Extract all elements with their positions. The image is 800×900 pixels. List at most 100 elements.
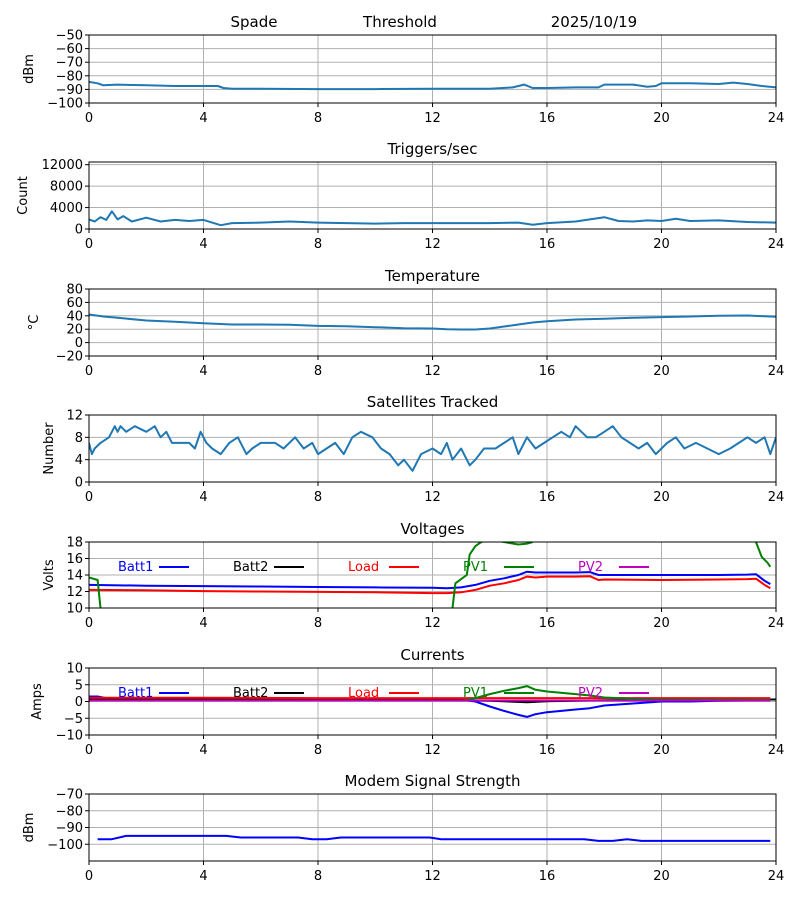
- y-tick-label: 5: [75, 678, 83, 693]
- y-tick-label: −60: [56, 42, 83, 57]
- x-tick-label: 8: [314, 237, 322, 252]
- x-tick-label: 4: [199, 364, 207, 379]
- y-tick-label: −90: [56, 83, 83, 98]
- x-tick-label: 0: [85, 869, 93, 884]
- x-tick-label: 12: [424, 743, 441, 758]
- x-tick-label: 8: [314, 490, 322, 505]
- y-tick-label: −100: [47, 838, 83, 853]
- x-tick-label: 8: [314, 364, 322, 379]
- y-axis-label: dBm: [22, 813, 37, 843]
- x-tick-label: 24: [768, 364, 785, 379]
- x-tick-label: 12: [424, 616, 441, 631]
- series-group: [89, 313, 776, 331]
- x-tick-label: 20: [653, 364, 670, 379]
- y-tick-label: 0: [75, 695, 83, 710]
- y-axis-label: Count: [16, 176, 31, 215]
- x-tick-label: 20: [653, 869, 670, 884]
- x-tick-label: 8: [314, 869, 322, 884]
- y-tick-label: 8: [75, 431, 83, 446]
- x-tick-label: 20: [653, 237, 670, 252]
- panels: 0 4 8 12 16 20 24−100−90−80−70−60−50dBmTrigger…: [16, 29, 784, 885]
- x-tick-label: 0: [85, 743, 93, 758]
- y-tick-label: −20: [56, 350, 83, 365]
- y-tick-label: −5: [64, 712, 83, 727]
- y-tick-label: 14: [66, 569, 83, 584]
- y-tick-label: 20: [66, 323, 83, 338]
- x-tick-label: 24: [768, 490, 785, 505]
- panel-voltages: Voltages Batt1 Batt2 Load PV1 PV2 0 4 8 12 16 20 24 1…: [42, 520, 784, 631]
- x-tick-label: 12: [424, 111, 441, 126]
- x-tick-label: 24: [768, 616, 785, 631]
- series-group: [97, 834, 771, 842]
- y-tick-label: 60: [66, 296, 83, 311]
- legend: Batt1 Batt2 Load PV1 PV2: [118, 560, 649, 575]
- x-tick-label: 24: [768, 743, 785, 758]
- legend-label: PV2: [578, 686, 603, 701]
- x-tick-label: 8: [314, 616, 322, 631]
- panel-currents: Currents Batt1 Batt2 Load PV1 PV2 0 4 8 12 16 20 24 −…: [30, 646, 784, 758]
- x-tick-label: 16: [539, 869, 556, 884]
- x-tick-label: 0: [85, 364, 93, 379]
- x-tick-label: 8: [314, 743, 322, 758]
- legend: Batt1 Batt2 Load PV1 PV2: [118, 686, 649, 701]
- series-line-triggers: [89, 210, 776, 227]
- y-tick-label: 10: [66, 662, 83, 677]
- y-tick-label: 4: [75, 453, 83, 468]
- y-axis-label: Amps: [30, 683, 45, 720]
- y-tick-label: 12000: [42, 158, 83, 173]
- y-tick-label: 12: [66, 409, 83, 424]
- x-tick-label: 0: [85, 490, 93, 505]
- series-group: [89, 80, 776, 91]
- x-tick-label: 20: [653, 616, 670, 631]
- chart-title: Satellites Tracked: [367, 393, 498, 411]
- x-tick-label: 20: [653, 111, 670, 126]
- legend-label: PV1: [463, 686, 488, 701]
- y-tick-label: −70: [56, 788, 83, 803]
- y-tick-label: −70: [56, 56, 83, 71]
- series-line-signal: [89, 80, 776, 91]
- legend-label: Batt2: [233, 686, 268, 701]
- x-tick-label: 16: [539, 111, 556, 126]
- series-group: [89, 542, 772, 608]
- x-tick-label: 16: [539, 364, 556, 379]
- x-tick-label: 20: [653, 490, 670, 505]
- x-tick-label: 8: [314, 111, 322, 126]
- x-tick-label: 4: [199, 237, 207, 252]
- panel-satellites: Satellites Tracked 0 4 8 12 16 20 24 0 4 8 12 Number: [42, 393, 784, 505]
- y-tick-label: 80: [66, 283, 83, 298]
- panel-signal: 0 4 8 12 16 20 24 −100−90−80−70−60−50 dBm: [22, 29, 784, 127]
- y-tick-label: −100: [47, 97, 83, 112]
- series-line-modem: [97, 834, 771, 842]
- x-tick-label: 4: [199, 869, 207, 884]
- chart-title: Currents: [400, 646, 464, 664]
- y-tick-label: 10: [66, 602, 83, 617]
- y-tick-label: 12: [66, 585, 83, 600]
- series-line-load: [89, 575, 771, 595]
- panel-modem: Modem Signal Strength 0 4 8 12 16 20 24 −100 −90 −…: [22, 772, 784, 884]
- legend-label: Batt1: [118, 686, 153, 701]
- y-tick-label: −80: [56, 69, 83, 84]
- y-tick-label: −50: [56, 29, 83, 44]
- y-axis-label: Volts: [42, 559, 57, 591]
- series-line-pv1: [89, 542, 772, 608]
- y-tick-label: 18: [66, 536, 83, 551]
- series-line-pv1: [460, 685, 771, 702]
- series-group: [89, 685, 776, 718]
- y-tick-label: 0: [75, 223, 83, 238]
- y-tick-label: 0: [75, 476, 83, 491]
- x-tick-label: 0: [85, 237, 93, 252]
- x-tick-label: 4: [199, 743, 207, 758]
- header-mode: Threshold: [362, 13, 437, 31]
- x-tick-label: 16: [539, 616, 556, 631]
- chart-title: Temperature: [384, 267, 480, 285]
- legend-label: Load: [348, 686, 379, 701]
- y-tick-label: 16: [66, 552, 83, 567]
- legend-label: Load: [348, 560, 379, 575]
- x-tick-label: 24: [768, 111, 785, 126]
- y-tick-label: −10: [56, 729, 83, 744]
- panel-triggers: Triggers/sec 0 4 8 12 16 20 24 0 4000 8000 12000 Cou…: [16, 140, 784, 252]
- legend-label: PV2: [578, 560, 603, 575]
